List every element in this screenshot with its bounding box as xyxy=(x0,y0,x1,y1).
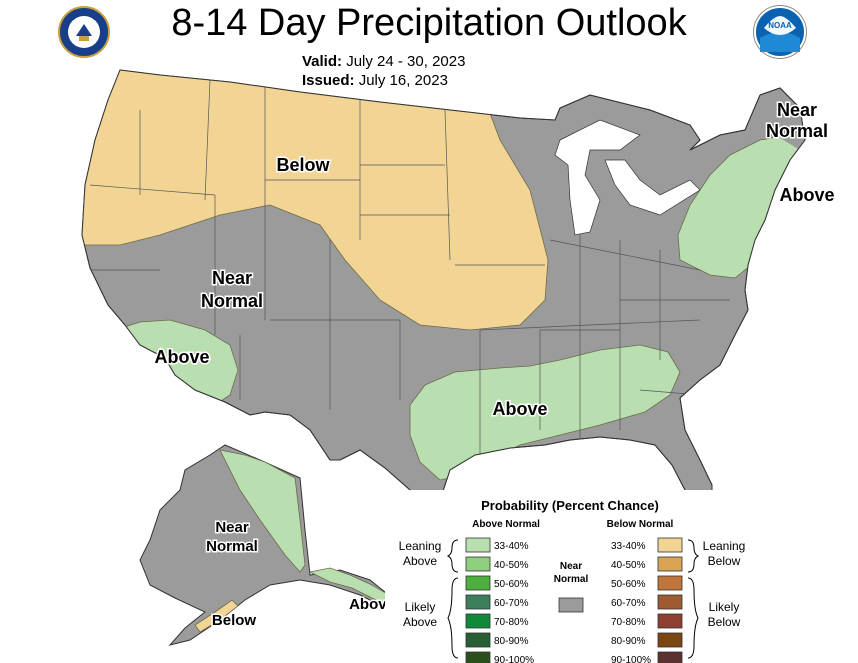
label-west-near-2: Normal xyxy=(201,291,263,311)
northwest-below-area xyxy=(82,70,549,331)
issued-date: Issued: July 16, 2023 xyxy=(302,72,448,89)
northeast-near-area xyxy=(775,90,805,150)
alaska-above-area xyxy=(219,449,306,573)
label-alaska-near-1: Near xyxy=(215,519,249,536)
noaa-logo-text: NOAA xyxy=(768,21,792,30)
label-alaska-near-2: Normal xyxy=(206,538,258,555)
legend-above-swatch-2 xyxy=(465,556,491,572)
legend-above-swatch-4 xyxy=(465,594,491,610)
valid-dates: Valid: July 24 - 30, 2023 xyxy=(302,53,465,70)
legend-above-range-6: 80-90% xyxy=(494,636,529,647)
issued-value: July 16, 2023 xyxy=(358,72,448,89)
legend-below-range-7: 90-100% xyxy=(611,655,651,663)
legend-below-swatch-2 xyxy=(657,556,683,572)
map-title: 8-14 Day Precipitation Outlook xyxy=(171,2,687,44)
legend-title: Probability (Percent Chance) xyxy=(481,498,659,513)
alaska-near-normal xyxy=(139,444,396,646)
conus-map xyxy=(81,69,806,511)
department-of-commerce-seal-icon xyxy=(58,6,110,58)
legend-below-swatch-1 xyxy=(657,537,683,553)
legend-below-range-3: 50-60% xyxy=(611,579,646,590)
label-south-above: Above xyxy=(492,399,547,419)
legend-below-range-5: 70-80% xyxy=(611,617,646,628)
legend-near-normal-swatch xyxy=(558,597,584,613)
label-california-above: Above xyxy=(154,347,209,367)
legend: Probability (Percent Chance) Above Norma… xyxy=(385,490,745,663)
label-alaska-above: Above xyxy=(349,596,395,613)
northeast-above-area xyxy=(677,134,805,279)
legend-above-swatches: 33-40% 40-50% 50-60% 60-70% 70-80% 80-90% 90-1… xyxy=(465,537,534,663)
legend-above-range-1: 33-40% xyxy=(494,541,529,552)
legend-above-range-3: 50-60% xyxy=(494,579,529,590)
legend-leaning-below-1: Leaning xyxy=(703,539,746,553)
state-boundaries xyxy=(89,79,730,460)
legend-below-range-1: 33-40% xyxy=(611,541,646,552)
legend-above-swatch-1 xyxy=(465,537,491,553)
legend-leaning-above-2: Above xyxy=(403,554,437,568)
legend-below-range-6: 80-90% xyxy=(611,636,646,647)
legend-below-range-4: 60-70% xyxy=(611,598,646,609)
valid-value: July 24 - 30, 2023 xyxy=(346,53,466,70)
legend-below-range-2: 40-50% xyxy=(611,560,646,571)
legend-above-header: Above Normal xyxy=(472,519,540,530)
legend-near-normal-1: Near xyxy=(560,561,582,572)
legend-likely-above-2: Above xyxy=(403,615,437,629)
legend-likely-above-1: Likely xyxy=(405,600,436,614)
valid-label: Valid: xyxy=(302,53,343,70)
label-northeast-near-2: Normal xyxy=(766,121,828,141)
legend-below-swatch-6 xyxy=(657,632,683,648)
legend-above-range-5: 70-80% xyxy=(494,617,529,628)
legend-above-swatch-5 xyxy=(465,613,491,629)
legend-below-swatch-5 xyxy=(657,613,683,629)
issued-label: Issued: xyxy=(302,72,355,89)
legend-likely-below-2: Below xyxy=(708,615,741,629)
legend-background xyxy=(385,490,715,660)
legend-below-swatch-4 xyxy=(657,594,683,610)
label-northeast-near-1: Near xyxy=(777,100,817,120)
alaska-map xyxy=(139,444,396,646)
map-region-labels: Below Near Normal Above Above Near Norma… xyxy=(153,99,836,631)
legend-leaning-above-1: Leaning xyxy=(399,539,442,553)
legend-above-range-4: 60-70% xyxy=(494,598,529,609)
legend-above-swatch-6 xyxy=(465,632,491,648)
legend-leaning-below-2: Below xyxy=(708,554,741,568)
label-northeast-above: Above xyxy=(779,185,834,205)
noaa-logo-icon: NOAA xyxy=(754,6,806,58)
legend-below-swatch-3 xyxy=(657,575,683,591)
legend-near-normal-2: Normal xyxy=(554,574,589,585)
legend-above-swatch-7 xyxy=(465,651,491,663)
legend-above-range-2: 40-50% xyxy=(494,560,529,571)
legend-above-swatch-3 xyxy=(465,575,491,591)
legend-above-range-7: 90-100% xyxy=(494,655,534,663)
label-west-near-1: Near xyxy=(212,268,252,288)
alaska-peninsula-below xyxy=(194,599,239,633)
legend-below-swatch-7 xyxy=(657,651,683,663)
great-lakes xyxy=(554,119,701,236)
label-alaska-below: Below xyxy=(212,612,257,629)
legend-below-header: Below Normal xyxy=(607,519,674,530)
legend-below-swatches: 33-40% 40-50% 50-60% 60-70% 70-80% 80-90% 90-1… xyxy=(611,537,683,663)
legend-likely-below-1: Likely xyxy=(709,600,740,614)
label-northwest-below: Below xyxy=(276,155,330,175)
